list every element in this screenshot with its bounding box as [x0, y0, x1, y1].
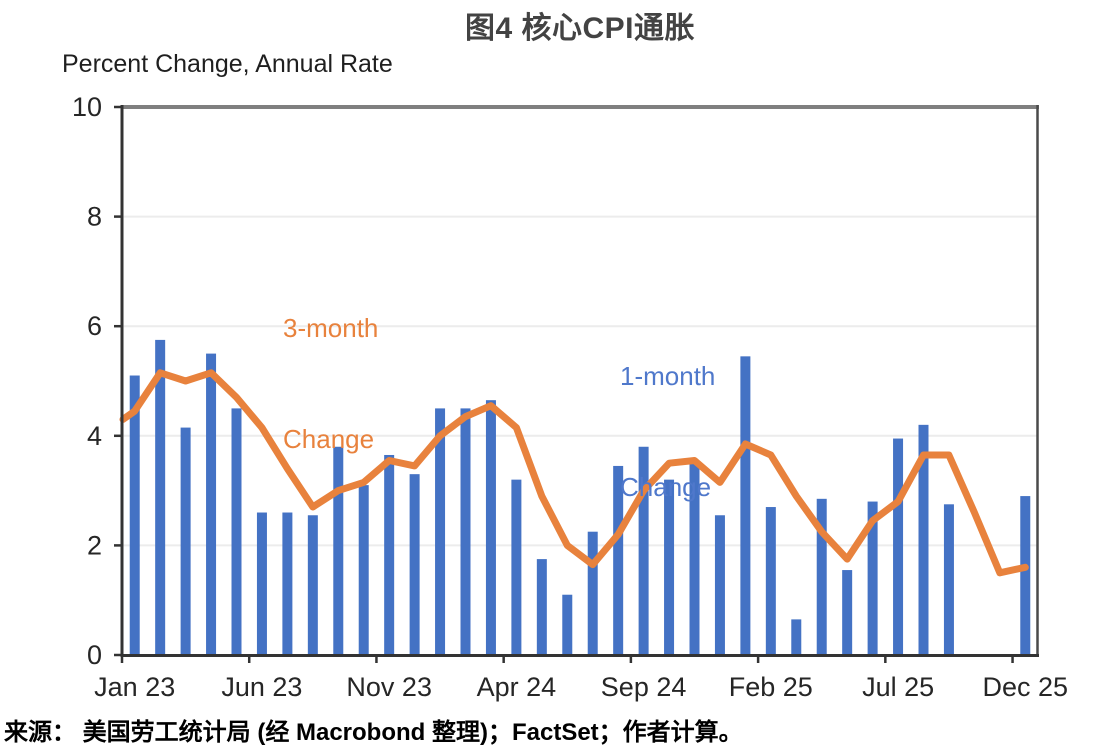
bar-jan-23: [129, 375, 140, 656]
source-note: 来源： 美国劳工统计局 (经 Macrobond 整理)；FactSet；作者计…: [4, 719, 743, 746]
bar-feb-25: [765, 507, 776, 656]
y-axis-unit-label: Percent Change, Annual Rate: [62, 50, 393, 78]
x-axis-label-dec-25: Dec 25: [983, 672, 1069, 702]
bar-apr-25: [816, 498, 827, 656]
x-axis-label-jan-23: Jan 23: [94, 672, 175, 702]
bar-aug-25: [918, 424, 929, 656]
bar-nov-24: [689, 463, 700, 656]
bar-jul-25: [893, 438, 904, 656]
bar-dec-24: [714, 515, 725, 656]
legend-1-month-line2: Change: [620, 472, 712, 502]
bar-apr-23: [206, 353, 217, 656]
bar-aug-24: [613, 465, 624, 656]
bar-jan-24: [435, 408, 446, 656]
bar-apr-24: [511, 479, 522, 656]
bar-jun-24: [562, 594, 573, 656]
figure-title: 图4 核心CPI通胀: [464, 12, 696, 45]
bar-may-25: [842, 570, 853, 656]
y-axis-label-10: 10: [72, 92, 102, 122]
x-axis-label-sep-24: Sep 24: [601, 672, 687, 702]
y-axis-label-4: 4: [87, 421, 102, 451]
bar-sep-25: [943, 504, 954, 656]
x-axis-label-jul-25: Jul 25: [862, 672, 934, 702]
x-axis-label-nov-23: Nov 23: [346, 672, 432, 702]
legend-3-month-change: 3-month Change: [283, 236, 378, 532]
bar-jun-25: [867, 501, 878, 656]
bar-oct-24: [664, 479, 675, 656]
x-axis-label-feb-25: Feb 25: [729, 672, 813, 702]
legend-3-month-line1: 3-month: [283, 313, 379, 343]
bar-feb-24: [460, 408, 471, 656]
y-axis-label-8: 8: [87, 202, 102, 232]
bar-aug-23: [307, 515, 318, 656]
bar-mar-23: [180, 427, 191, 656]
y-axis-label-0: 0: [87, 640, 102, 670]
legend-1-month-change: 1-month Change: [620, 284, 715, 580]
bar-mar-24: [485, 400, 496, 656]
bar-jan-25: [740, 356, 751, 656]
line-3-month-change: [119, 369, 1029, 577]
bar-oct-23: [358, 485, 369, 656]
x-axis-label-apr-24: Apr 24: [477, 672, 557, 702]
x-axis-label-jun-23: Jun 23: [221, 672, 302, 702]
bar-sep-24: [638, 446, 649, 656]
bar-feb-23: [155, 339, 166, 656]
bar-sep-23: [333, 446, 344, 656]
bar-may-23: [231, 408, 242, 656]
bar-dec-25: [1020, 496, 1031, 656]
legend-1-month-line1: 1-month: [620, 361, 716, 391]
y-axis-label-2: 2: [87, 530, 102, 560]
bar-may-24: [536, 559, 547, 656]
bar-jul-24: [587, 531, 598, 656]
bar-nov-23: [384, 454, 395, 656]
bar-mar-25: [791, 619, 802, 656]
bar-jun-23: [256, 512, 267, 656]
y-axis-label-6: 6: [87, 311, 102, 341]
bar-dec-23: [409, 474, 420, 656]
bar-jul-23: [282, 512, 293, 656]
legend-3-month-line2: Change: [283, 424, 375, 454]
